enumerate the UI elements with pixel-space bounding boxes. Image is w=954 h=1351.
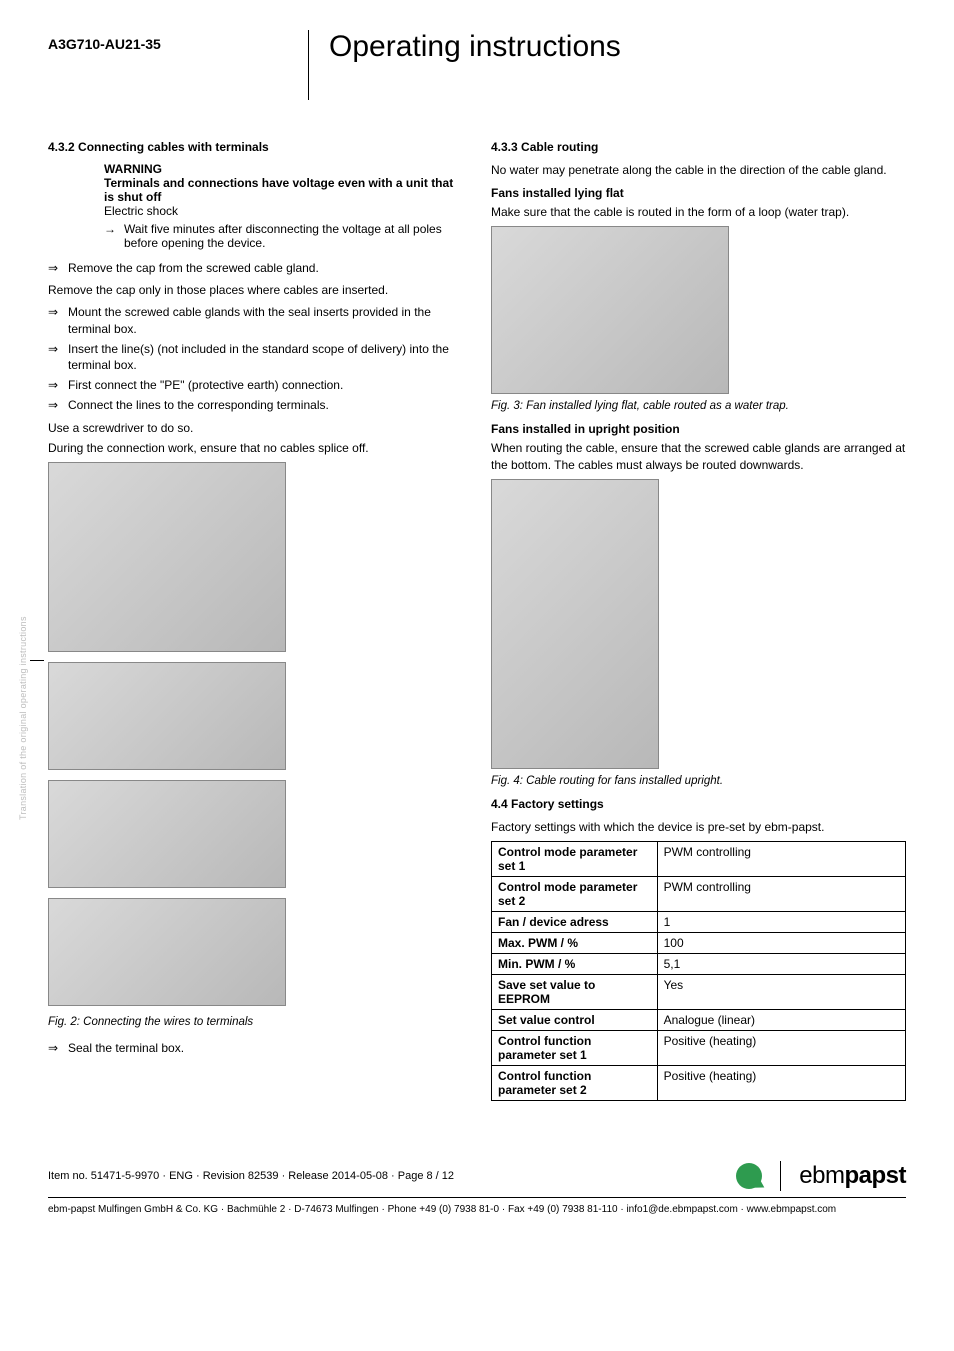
brand-part2: papst: [844, 1162, 906, 1189]
step-item: ⇒Connect the lines to the corresponding …: [48, 395, 463, 415]
steps-list-b: ⇒Mount the screwed cable glands with the…: [48, 302, 463, 415]
step-text: Remove the cap from the screwed cable gl…: [68, 260, 319, 276]
table-row: Set value controlAnalogue (linear): [492, 1009, 906, 1030]
figure-image: [48, 462, 286, 652]
paragraph: Use a screwdriver to do so.: [48, 420, 463, 436]
setting-value: PWM controlling: [657, 841, 905, 876]
figure-image: [48, 662, 286, 770]
figure-image: [48, 898, 286, 1006]
step-item: ⇒ Remove the cap from the screwed cable …: [48, 258, 463, 278]
table-row: Control function parameter set 2Positive…: [492, 1065, 906, 1100]
setting-name: Set value control: [492, 1009, 658, 1030]
table-row: Control mode parameter set 1PWM controll…: [492, 841, 906, 876]
section-4-4-heading: 4.4 Factory settings: [491, 797, 906, 811]
steps-list-a: ⇒ Remove the cap from the screwed cable …: [48, 258, 463, 278]
warning-label: WARNING: [104, 162, 463, 176]
warning-plain-text: Electric shock: [104, 204, 463, 218]
step-item: ⇒First connect the "PE" (protective eart…: [48, 375, 463, 395]
table-row: Control mode parameter set 2PWM controll…: [492, 876, 906, 911]
figure-2-images: [48, 462, 463, 1006]
figure-image: [48, 780, 286, 888]
footer-top-row: Item no. 51471-5-9970 · ENG · Revision 8…: [48, 1161, 906, 1198]
table-row: Save set value to EEPROMYes: [492, 974, 906, 1009]
setting-value: Analogue (linear): [657, 1009, 905, 1030]
paragraph: Make sure that the cable is routed in th…: [491, 204, 906, 220]
brand-part1: ebm: [799, 1162, 844, 1189]
setting-name: Control mode parameter set 2: [492, 876, 658, 911]
table-row: Max. PWM / %100: [492, 932, 906, 953]
step-text: Mount the screwed cable glands with the …: [68, 304, 463, 336]
step-text: Insert the line(s) (not included in the …: [68, 341, 463, 373]
warning-block: WARNING Terminals and connections have v…: [104, 162, 463, 250]
setting-name: Control function parameter set 1: [492, 1030, 658, 1065]
steps-list-c: ⇒Seal the terminal box.: [48, 1038, 463, 1058]
right-column: 4.3.3 Cable routing No water may penetra…: [491, 140, 906, 1101]
setting-name: Fan / device adress: [492, 911, 658, 932]
factory-settings-table: Control mode parameter set 1PWM controll…: [491, 841, 906, 1101]
warning-instruction: → Wait five minutes after disconnecting …: [104, 222, 463, 250]
paragraph: No water may penetrate along the cable i…: [491, 162, 906, 178]
warning-instruction-text: Wait five minutes after disconnecting th…: [124, 222, 463, 250]
figure-4-image: [491, 479, 659, 769]
figure-2-caption: Fig. 2: Connecting the wires to terminal…: [48, 1016, 463, 1028]
setting-value: 1: [657, 911, 905, 932]
paragraph: Factory settings with which the device i…: [491, 819, 906, 835]
page-footer: Item no. 51471-5-9970 · ENG · Revision 8…: [48, 1161, 906, 1215]
section-4-3-2-heading: 4.3.2 Connecting cables with terminals: [48, 140, 463, 154]
figure-3-caption: Fig. 3: Fan installed lying flat, cable …: [491, 400, 906, 412]
step-text: Seal the terminal box.: [68, 1040, 184, 1056]
left-column: 4.3.2 Connecting cables with terminals W…: [48, 140, 463, 1101]
step-item: ⇒Seal the terminal box.: [48, 1038, 463, 1058]
setting-value: 100: [657, 932, 905, 953]
warning-bold-text: Terminals and connections have voltage e…: [104, 176, 463, 204]
side-vertical-text: Translation of the original operating in…: [18, 616, 28, 820]
setting-value: 5,1: [657, 953, 905, 974]
setting-name: Save set value to EEPROM: [492, 974, 658, 1009]
bullet-icon: ⇒: [48, 1040, 68, 1056]
footer-meta: Item no. 51471-5-9970 · ENG · Revision 8…: [48, 1170, 454, 1182]
arrow-icon: →: [104, 222, 124, 250]
header-divider: [308, 30, 309, 100]
figure-3-image: [491, 226, 729, 394]
setting-name: Control mode parameter set 1: [492, 841, 658, 876]
setting-value: PWM controlling: [657, 876, 905, 911]
bullet-icon: ⇒: [48, 260, 68, 276]
table-row: Fan / device adress1: [492, 911, 906, 932]
step-item: ⇒Insert the line(s) (not included in the…: [48, 339, 463, 375]
subheading-flat: Fans installed lying flat: [491, 186, 906, 200]
page-header: A3G710-AU21-35 Operating instructions: [48, 30, 906, 100]
footer-company-line: ebm-papst Mulfingen GmbH & Co. KG · Bach…: [48, 1198, 906, 1215]
bullet-icon: ⇒: [48, 397, 68, 413]
brand-logo: ebmpapst: [799, 1162, 906, 1190]
table-body: Control mode parameter set 1PWM controll…: [492, 841, 906, 1100]
footer-brand: ebmpapst: [736, 1161, 906, 1191]
step-text: Connect the lines to the corresponding t…: [68, 397, 329, 413]
setting-value: Yes: [657, 974, 905, 1009]
document-code: A3G710-AU21-35: [48, 30, 308, 52]
table-row: Control function parameter set 1Positive…: [492, 1030, 906, 1065]
green-tech-badge-icon: [736, 1163, 762, 1189]
bullet-icon: ⇒: [48, 377, 68, 393]
section-4-3-3-heading: 4.3.3 Cable routing: [491, 140, 906, 154]
setting-name: Max. PWM / %: [492, 932, 658, 953]
setting-name: Control function parameter set 2: [492, 1065, 658, 1100]
step-item: ⇒Mount the screwed cable glands with the…: [48, 302, 463, 338]
table-row: Min. PWM / %5,1: [492, 953, 906, 974]
bullet-icon: ⇒: [48, 304, 68, 336]
step-text: First connect the "PE" (protective earth…: [68, 377, 343, 393]
document-title: Operating instructions: [329, 30, 621, 64]
setting-name: Min. PWM / %: [492, 953, 658, 974]
subheading-upright: Fans installed in upright position: [491, 422, 906, 436]
setting-value: Positive (heating): [657, 1065, 905, 1100]
paragraph: Remove the cap only in those places wher…: [48, 282, 463, 298]
crop-mark: [30, 660, 44, 661]
figure-4-caption: Fig. 4: Cable routing for fans installed…: [491, 775, 906, 787]
bullet-icon: ⇒: [48, 341, 68, 373]
footer-divider: [780, 1161, 781, 1191]
setting-value: Positive (heating): [657, 1030, 905, 1065]
paragraph: During the connection work, ensure that …: [48, 440, 463, 456]
content-columns: 4.3.2 Connecting cables with terminals W…: [48, 140, 906, 1101]
paragraph: When routing the cable, ensure that the …: [491, 440, 906, 472]
